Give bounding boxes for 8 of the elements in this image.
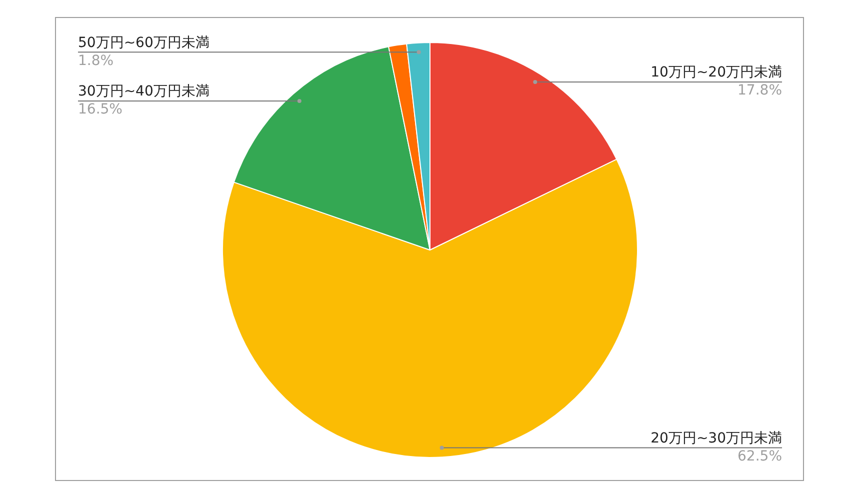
data-label: 17.8%: [738, 82, 782, 99]
slice-label: 50万円~60万円未満: [78, 34, 210, 51]
data-label: 16.5%: [78, 102, 122, 118]
data-label: 62.5%: [738, 448, 782, 464]
slice-label: 30万円~40万円未満: [78, 84, 210, 100]
data-label: 1.8%: [78, 52, 114, 69]
slice-label: 20万円~30万円未満: [650, 430, 782, 446]
slice-label: 10万円~20万円未満: [650, 64, 782, 81]
